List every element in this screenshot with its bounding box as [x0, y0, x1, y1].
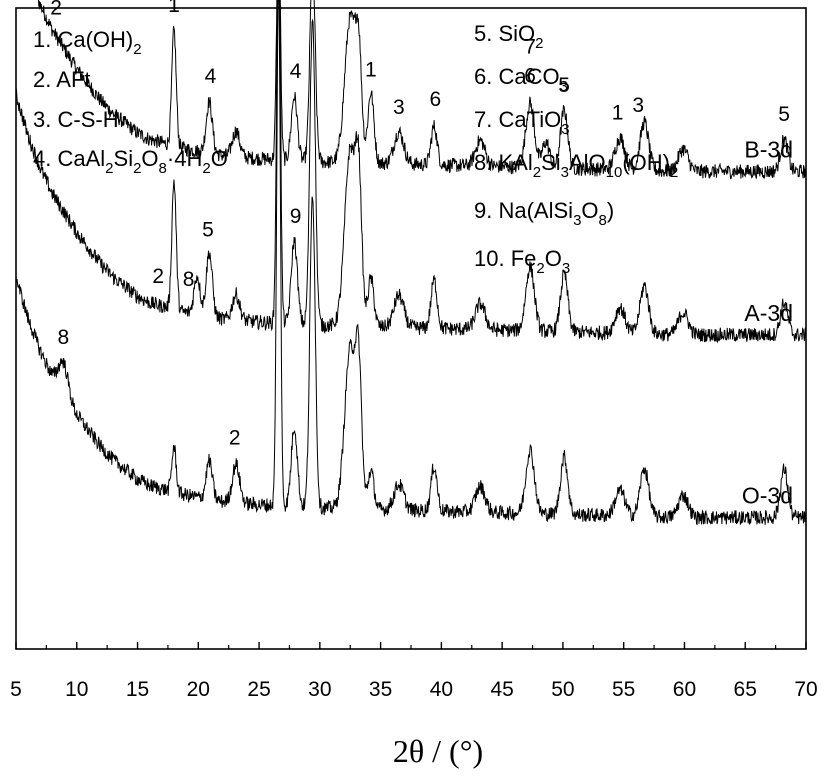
- x-tick-label: 10: [65, 678, 88, 701]
- series-label-O-3d: O-3d: [742, 483, 793, 509]
- peak-label: 5: [558, 74, 570, 97]
- x-tick-label: 60: [673, 678, 696, 701]
- peak-label: 3: [393, 96, 405, 119]
- series-label-A-3d: A-3d: [744, 300, 793, 326]
- peak-label: 1: [168, 0, 180, 17]
- series-line-O-3d: [15, 0, 807, 526]
- peak-label: 8: [58, 326, 70, 349]
- x-tick-label: 20: [187, 678, 210, 701]
- series-curves: [15, 0, 807, 526]
- x-tick-label: 70: [794, 678, 817, 701]
- series-label-B-3d: B-3d: [744, 136, 793, 162]
- peak-label: 5: [778, 103, 790, 126]
- series-line-A-3d: [15, 0, 807, 344]
- series-line-B-3d: [38, 0, 807, 180]
- x-tick-label: 15: [126, 678, 149, 701]
- x-axis: 5 10 15 20 25 30 35 40 45 50 55 60 65 70: [10, 642, 818, 701]
- legend-item: 2. AFt: [33, 67, 91, 92]
- legend-item: 9. Na(AlSi3O8): [474, 198, 614, 229]
- legend-item: 4. CaAl2Si2O8·4H2O: [33, 146, 228, 177]
- legend-item: 6. CaCO3: [474, 64, 568, 95]
- x-tick-label: 40: [430, 678, 453, 701]
- x-tick-label: 35: [369, 678, 392, 701]
- x-tick-label: 45: [490, 678, 513, 701]
- legend-item: 5. SiO2: [474, 21, 544, 52]
- series-labels: B-3d A-3d O-3d: [742, 136, 793, 508]
- peak-label: 4: [290, 60, 302, 83]
- legend-item: 1. Ca(OH)2: [33, 27, 142, 58]
- peak-label: 2: [50, 0, 62, 19]
- peak-label: 6: [524, 65, 536, 88]
- x-tick-label: 65: [734, 678, 757, 701]
- peak-label: 3: [632, 94, 644, 117]
- phase-legend: 1. Ca(OH)2 2. AFt 3. C-S-H 4. CaAl2Si2O8·4H…: [33, 21, 678, 277]
- peak-label: 9: [290, 205, 302, 228]
- x-tick-label: 30: [308, 678, 331, 701]
- legend-item: 3. C-S-H: [33, 107, 119, 132]
- peak-label: 2: [152, 265, 164, 288]
- x-tick-label: 55: [612, 678, 635, 701]
- peak-label: 2: [229, 426, 241, 449]
- peak-label: 5: [202, 219, 214, 242]
- peak-label: 6: [429, 88, 441, 111]
- legend-item: 7. CaTiO3: [474, 107, 570, 138]
- peak-annotations: 214544631073136765135285982: [50, 0, 790, 449]
- peak-label: 3: [349, 0, 361, 2]
- x-tick-label: 50: [551, 678, 574, 701]
- x-tick-label: 25: [247, 678, 270, 701]
- peak-label: 4: [205, 65, 217, 88]
- legend-item: 10. Fe2O3: [474, 246, 570, 277]
- legend-item: 8. KAl2Si3AlO10(OH)2: [474, 150, 678, 181]
- peak-label: 1: [612, 101, 624, 124]
- x-axis-title: 2θ / (°): [393, 733, 483, 769]
- peak-label: 1: [365, 59, 377, 82]
- x-tick-label: 5: [10, 678, 22, 701]
- peak-label: 8: [183, 268, 195, 291]
- peak-label: 7: [524, 36, 536, 59]
